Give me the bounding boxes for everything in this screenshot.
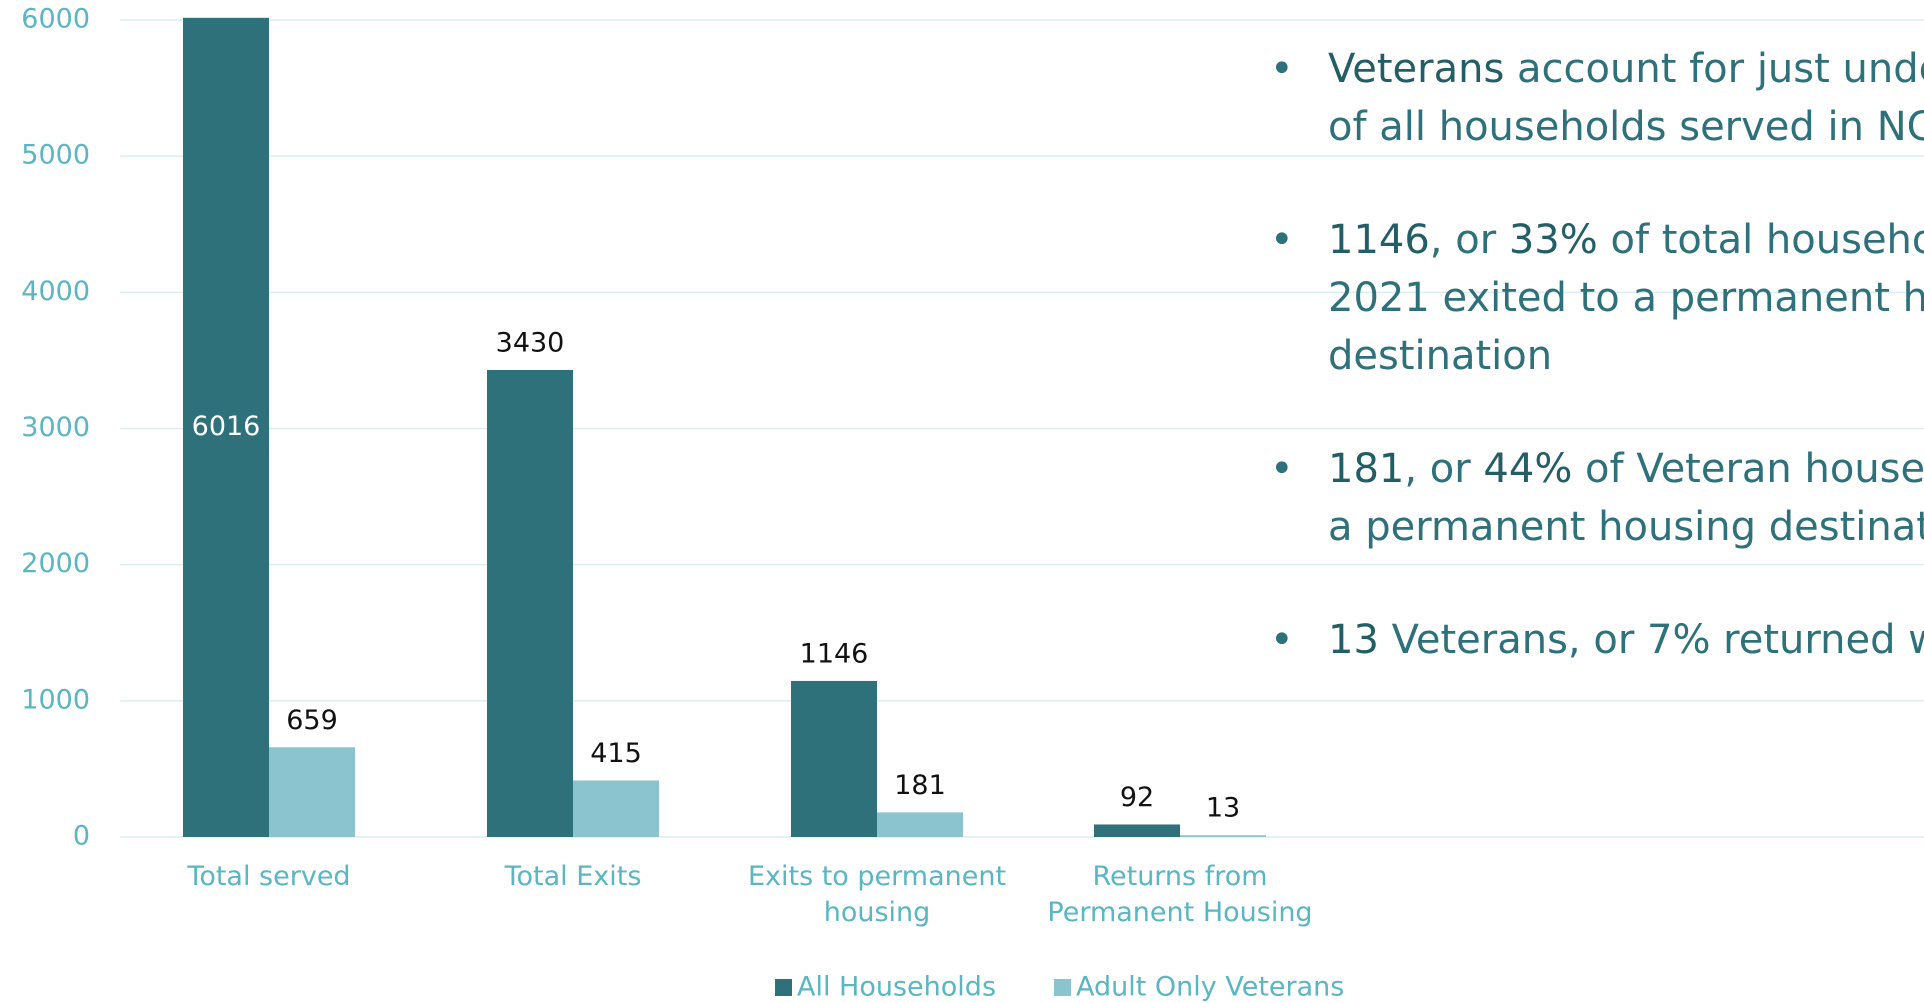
text: , or xyxy=(1429,217,1509,263)
bar xyxy=(487,369,573,837)
y-tick-label: 4000 xyxy=(21,276,90,307)
bar xyxy=(1180,835,1266,837)
x-tick-line: Permanent Housing xyxy=(1047,897,1312,928)
data-label: 181 xyxy=(894,770,946,801)
x-tick-line: Total served xyxy=(186,861,350,892)
text: a permanent housing destinat xyxy=(1328,504,1924,550)
y-tick-label: 0 xyxy=(73,821,90,852)
y-tick-label: 1000 xyxy=(21,684,90,715)
y-tick-label: 2000 xyxy=(21,548,90,579)
x-tick-line: housing xyxy=(824,897,931,928)
bullet-line: 2021 exited to a permanent h xyxy=(1328,269,1924,327)
x-tick-label: Returns from Permanent Housing xyxy=(1047,861,1312,928)
x-tick-label: Total served xyxy=(186,861,350,892)
bar xyxy=(573,780,659,837)
legend-swatch xyxy=(1054,979,1071,996)
data-label: 3430 xyxy=(496,327,565,358)
bullet-line: 1146, or 33% of total househo xyxy=(1328,211,1924,269)
bullet: 13 Veterans, or 7% returned w xyxy=(1260,611,1924,669)
text: Veterans, or 7% returned w xyxy=(1378,617,1924,663)
bullet-line: a permanent housing destinat xyxy=(1328,498,1924,556)
y-tick-label: 3000 xyxy=(21,412,90,443)
text: account for just unde xyxy=(1504,46,1924,92)
legend-swatch xyxy=(775,979,792,996)
data-label: 415 xyxy=(590,738,642,769)
bullet-line: destination xyxy=(1328,327,1924,385)
bar xyxy=(791,680,877,837)
data-label: 13 xyxy=(1206,793,1240,824)
emphasis: 1146 xyxy=(1328,217,1430,263)
legend-label: Adult Only Veterans xyxy=(1076,972,1344,1003)
bar xyxy=(183,17,269,837)
emphasis: 13 xyxy=(1328,617,1379,663)
emphasis: 33% xyxy=(1508,217,1598,263)
bullet-line: of all households served in NC xyxy=(1328,98,1924,156)
bar xyxy=(1094,824,1180,837)
x-tick-line: Returns from xyxy=(1092,861,1267,892)
data-label: 6016 xyxy=(192,411,261,442)
legend-label: All Households xyxy=(797,972,996,1003)
bullet-line: 181, or 44% of Veteran house xyxy=(1328,440,1924,498)
emphasis: 181 xyxy=(1328,446,1405,492)
x-tick-label: Total Exits xyxy=(504,861,642,892)
text: 2021 exited to a permanent h xyxy=(1328,275,1924,321)
text: destination xyxy=(1328,333,1553,379)
text: , or xyxy=(1404,446,1484,492)
data-label: 659 xyxy=(286,705,338,736)
bullet-line: 13 Veterans, or 7% returned w xyxy=(1328,611,1924,669)
emphasis: Veterans xyxy=(1328,46,1505,92)
x-tick-line: Total Exits xyxy=(504,861,642,892)
emphasis: 44% xyxy=(1483,446,1573,492)
text: of all households served in NC xyxy=(1328,104,1924,150)
bullet: Veterans account for just unde of all hou… xyxy=(1260,40,1924,156)
x-tick-label: Exits to permanent housing xyxy=(748,861,1006,928)
bullet: 1146, or 33% of total househo 2021 exited… xyxy=(1260,211,1924,385)
text: of Veteran house xyxy=(1572,446,1924,492)
data-label: 92 xyxy=(1120,782,1154,813)
bar xyxy=(269,747,355,837)
data-label: 1146 xyxy=(800,638,869,669)
y-tick-label: 5000 xyxy=(21,140,90,171)
bullet: 181, or 44% of Veteran house a permanent … xyxy=(1260,440,1924,556)
y-tick-label: 6000 xyxy=(21,4,90,35)
bar xyxy=(877,812,963,837)
x-tick-line: Exits to permanent xyxy=(748,861,1006,892)
text: of total househo xyxy=(1597,217,1924,263)
bullet-list: Veterans account for just unde of all hou… xyxy=(1260,40,1924,724)
bullet-line: Veterans account for just unde xyxy=(1328,40,1924,98)
